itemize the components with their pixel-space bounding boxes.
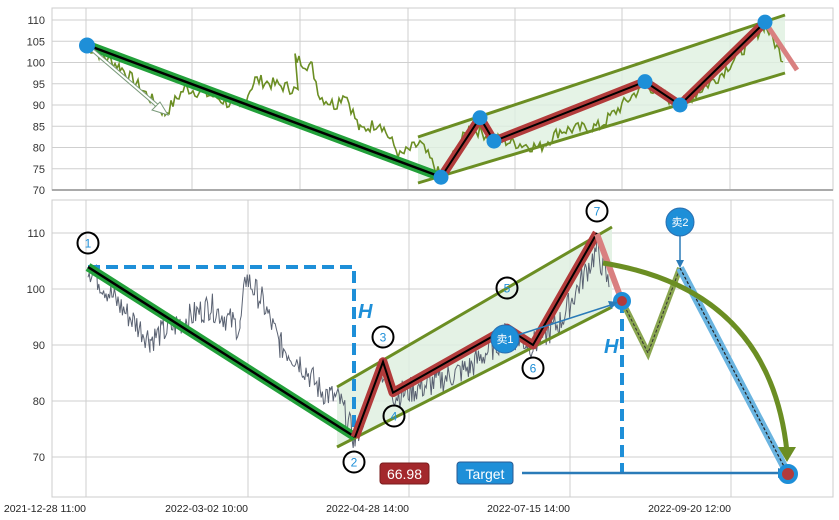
svg-text:5: 5 [504,282,511,296]
bottom-channel-lower [336,305,613,449]
svg-text:4: 4 [391,410,398,424]
svg-text:3: 3 [380,331,387,345]
point-label-3: 3 [371,325,395,349]
retest-zigzag [619,266,683,361]
top-y-tick: 100 [27,58,45,70]
top-pattern-point [672,97,688,113]
top-pattern-point [757,14,773,30]
top-zigzag-core [440,21,766,178]
top-y-tick: 80 [33,143,45,155]
svg-text:6: 6 [530,362,537,376]
height-label-right: H [604,336,619,358]
top-y-tick: 85 [33,121,45,133]
height-label-left: H [358,301,373,323]
sell2-label: 卖2 [671,216,688,229]
top-pattern-point [472,110,488,126]
top-y-tick: 95 [33,79,45,91]
height-measure-dashed [88,265,356,437]
x-tick-label: 2022-03-02 10:00 [165,503,248,515]
top-pattern-point [486,133,502,149]
target-value-box: 66.98 [379,462,430,485]
curved-arrow [602,260,790,453]
top-trend-core [86,43,442,179]
point-label-5: 5 [495,276,519,300]
svg-text:2: 2 [351,456,358,470]
point-label-2: 2 [342,450,366,474]
top-y-tick: 75 [33,164,45,176]
top-arrow [88,46,170,116]
top-y-tick: 90 [33,100,45,112]
bottom-panel: 70 80 90 100 110 2021-12-28 11:00 2022-03-02 … [4,199,834,515]
point-label-1: 1 [76,231,100,255]
point-label-7: 7 [585,199,609,223]
curved-arrow-head [778,447,796,462]
top-y-tick: 70 [33,185,45,197]
breakout-point [613,292,631,310]
x-tick-label: 2022-04-28 14:00 [326,503,409,515]
point-label-4: 4 [382,404,406,428]
svg-text:1: 1 [85,237,92,251]
top-pattern-point [433,169,449,185]
target-button[interactable]: Target [456,461,514,485]
sell1-label: 卖1 [496,333,513,346]
top-channel-lower [417,71,786,185]
bottom-y-tick: 100 [27,284,45,296]
bottom-trend-core [87,265,356,439]
top-pattern-point [637,74,653,90]
bottom-y-tick: 70 [33,452,45,464]
top-y-tick: 105 [27,36,45,48]
sell2-marker[interactable]: 卖2 [665,207,695,237]
sell1-marker[interactable]: 卖1 [490,324,520,354]
svg-text:7: 7 [594,205,601,219]
target-point [778,464,798,484]
bottom-y-tick: 80 [33,396,45,408]
bottom-y-tick: 110 [27,228,45,240]
x-tick-label: 2022-07-15 14:00 [487,503,570,515]
top-breakout-segment [762,20,800,72]
top-y-tick: 110 [27,15,45,27]
target-value: 66.98 [387,466,422,482]
top-panel: 70 75 80 85 90 95 100 105 110 [27,7,834,197]
point-label-6: 6 [521,356,545,380]
x-tick-label: 2022-09-20 12:00 [648,503,731,515]
bottom-breakout-segment [594,232,625,303]
sell1-arrow [517,303,615,336]
x-tick-label: 2021-12-28 11:00 [4,503,86,515]
bottom-channel-fill [337,227,612,447]
top-pattern-point [79,37,95,54]
bottom-y-tick: 90 [33,340,45,352]
target-label: Target [466,466,505,482]
